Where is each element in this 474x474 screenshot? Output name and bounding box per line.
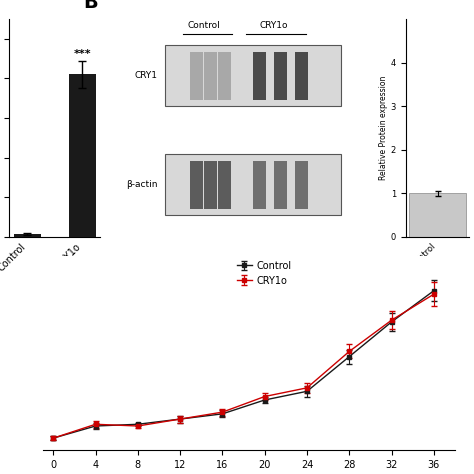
FancyBboxPatch shape — [253, 161, 266, 209]
FancyBboxPatch shape — [295, 161, 308, 209]
Text: ***: *** — [73, 49, 91, 59]
FancyBboxPatch shape — [274, 52, 287, 100]
Bar — [14, 234, 41, 237]
FancyBboxPatch shape — [190, 52, 203, 100]
FancyBboxPatch shape — [274, 161, 287, 209]
Bar — [69, 74, 96, 237]
Text: CRY1: CRY1 — [134, 71, 157, 80]
FancyBboxPatch shape — [190, 161, 203, 209]
Y-axis label: Relative Protein expression: Relative Protein expression — [379, 76, 388, 180]
FancyBboxPatch shape — [204, 52, 217, 100]
Text: β-actin: β-actin — [126, 180, 157, 189]
Text: Control: Control — [187, 21, 220, 30]
Legend: Control, CRY1o: Control, CRY1o — [233, 257, 295, 290]
FancyBboxPatch shape — [165, 45, 341, 106]
FancyBboxPatch shape — [165, 154, 341, 215]
FancyBboxPatch shape — [218, 52, 231, 100]
Text: CRY1o: CRY1o — [260, 21, 288, 30]
FancyBboxPatch shape — [295, 52, 308, 100]
FancyBboxPatch shape — [253, 52, 266, 100]
Bar — [409, 193, 466, 237]
FancyBboxPatch shape — [218, 161, 231, 209]
Text: B: B — [83, 0, 98, 12]
FancyBboxPatch shape — [204, 161, 217, 209]
